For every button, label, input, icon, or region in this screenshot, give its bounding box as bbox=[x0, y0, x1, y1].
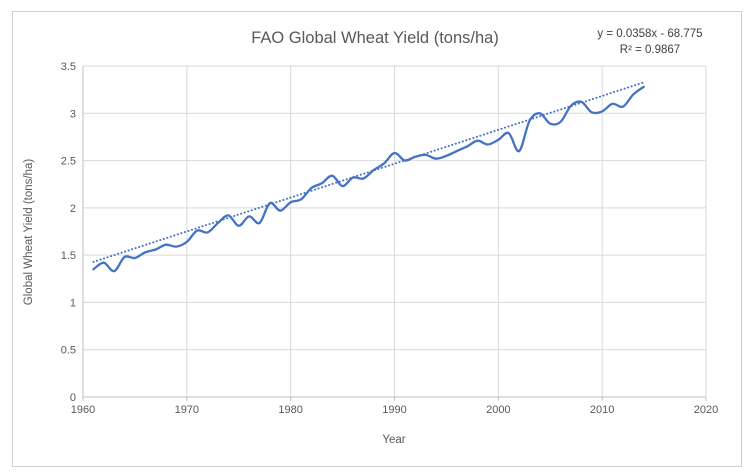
x-tick-label: 1980 bbox=[278, 404, 302, 416]
y-tick-label: 2.5 bbox=[61, 156, 76, 168]
y-tick-label: 0 bbox=[70, 392, 76, 404]
chart-border bbox=[12, 11, 742, 467]
trendline-r-squared: R² = 0.9867 bbox=[620, 44, 680, 56]
x-tick-label: 1970 bbox=[175, 404, 199, 416]
x-tick-label: 2020 bbox=[694, 404, 718, 416]
y-tick-label: 0.5 bbox=[61, 345, 76, 357]
y-tick-label: 3.5 bbox=[61, 61, 76, 73]
chart-title: FAO Global Wheat Yield (tons/ha) bbox=[251, 29, 499, 47]
axis-lines bbox=[82, 66, 707, 401]
y-tick-label: 2 bbox=[70, 203, 76, 215]
yield-series-line bbox=[92, 85, 645, 273]
trendline-equation: y = 0.0358x - 68.775 bbox=[597, 28, 702, 40]
y-tick-label: 1.5 bbox=[61, 250, 76, 262]
axis-tick-labels: 1960 1970 1980 1990 2000 2010 2020 0 0.5 1 1.5 2 2.5… bbox=[61, 61, 719, 416]
x-tick-label: 1990 bbox=[382, 404, 406, 416]
x-tick-label: 2000 bbox=[486, 404, 510, 416]
x-axis-title: Year bbox=[382, 434, 405, 446]
x-tick-label: 1960 bbox=[71, 404, 95, 416]
y-axis-title: Global Wheat Yield (tons/ha) bbox=[23, 159, 35, 306]
x-tick-label: 2010 bbox=[590, 404, 614, 416]
y-tick-label: 1 bbox=[70, 297, 76, 309]
gridlines bbox=[83, 65, 707, 397]
y-tick-label: 3 bbox=[70, 108, 76, 120]
trendline bbox=[92, 81, 645, 263]
